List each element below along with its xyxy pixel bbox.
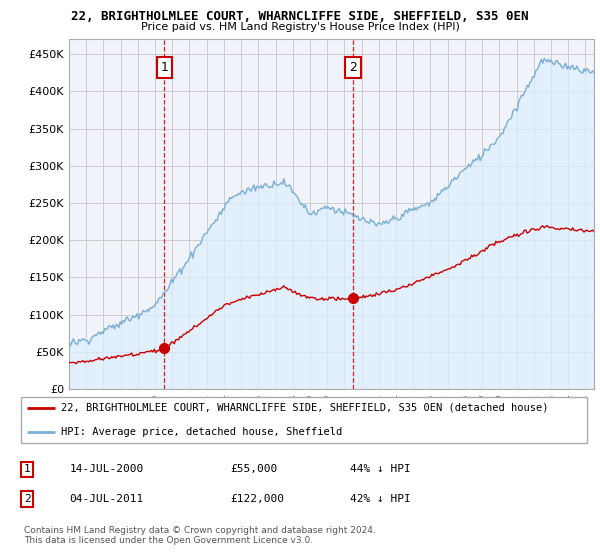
Text: Contains HM Land Registry data © Crown copyright and database right 2024.
This d: Contains HM Land Registry data © Crown c… (24, 525, 376, 545)
FancyBboxPatch shape (21, 397, 587, 443)
Text: 44% ↓ HPI: 44% ↓ HPI (350, 464, 411, 474)
Text: Price paid vs. HM Land Registry's House Price Index (HPI): Price paid vs. HM Land Registry's House … (140, 22, 460, 32)
Text: £55,000: £55,000 (230, 464, 277, 474)
Text: 14-JUL-2000: 14-JUL-2000 (70, 464, 144, 474)
Text: 22, BRIGHTHOLMLEE COURT, WHARNCLIFFE SIDE, SHEFFIELD, S35 0EN: 22, BRIGHTHOLMLEE COURT, WHARNCLIFFE SID… (71, 10, 529, 22)
Text: 2: 2 (24, 494, 31, 504)
Text: HPI: Average price, detached house, Sheffield: HPI: Average price, detached house, Shef… (61, 427, 342, 437)
Text: £122,000: £122,000 (230, 494, 284, 504)
Text: 2: 2 (349, 61, 357, 74)
Text: 1: 1 (160, 61, 168, 74)
Text: 42% ↓ HPI: 42% ↓ HPI (350, 494, 411, 504)
Text: 04-JUL-2011: 04-JUL-2011 (70, 494, 144, 504)
Text: 1: 1 (24, 464, 31, 474)
Text: 22, BRIGHTHOLMLEE COURT, WHARNCLIFFE SIDE, SHEFFIELD, S35 0EN (detached house): 22, BRIGHTHOLMLEE COURT, WHARNCLIFFE SID… (61, 403, 548, 413)
